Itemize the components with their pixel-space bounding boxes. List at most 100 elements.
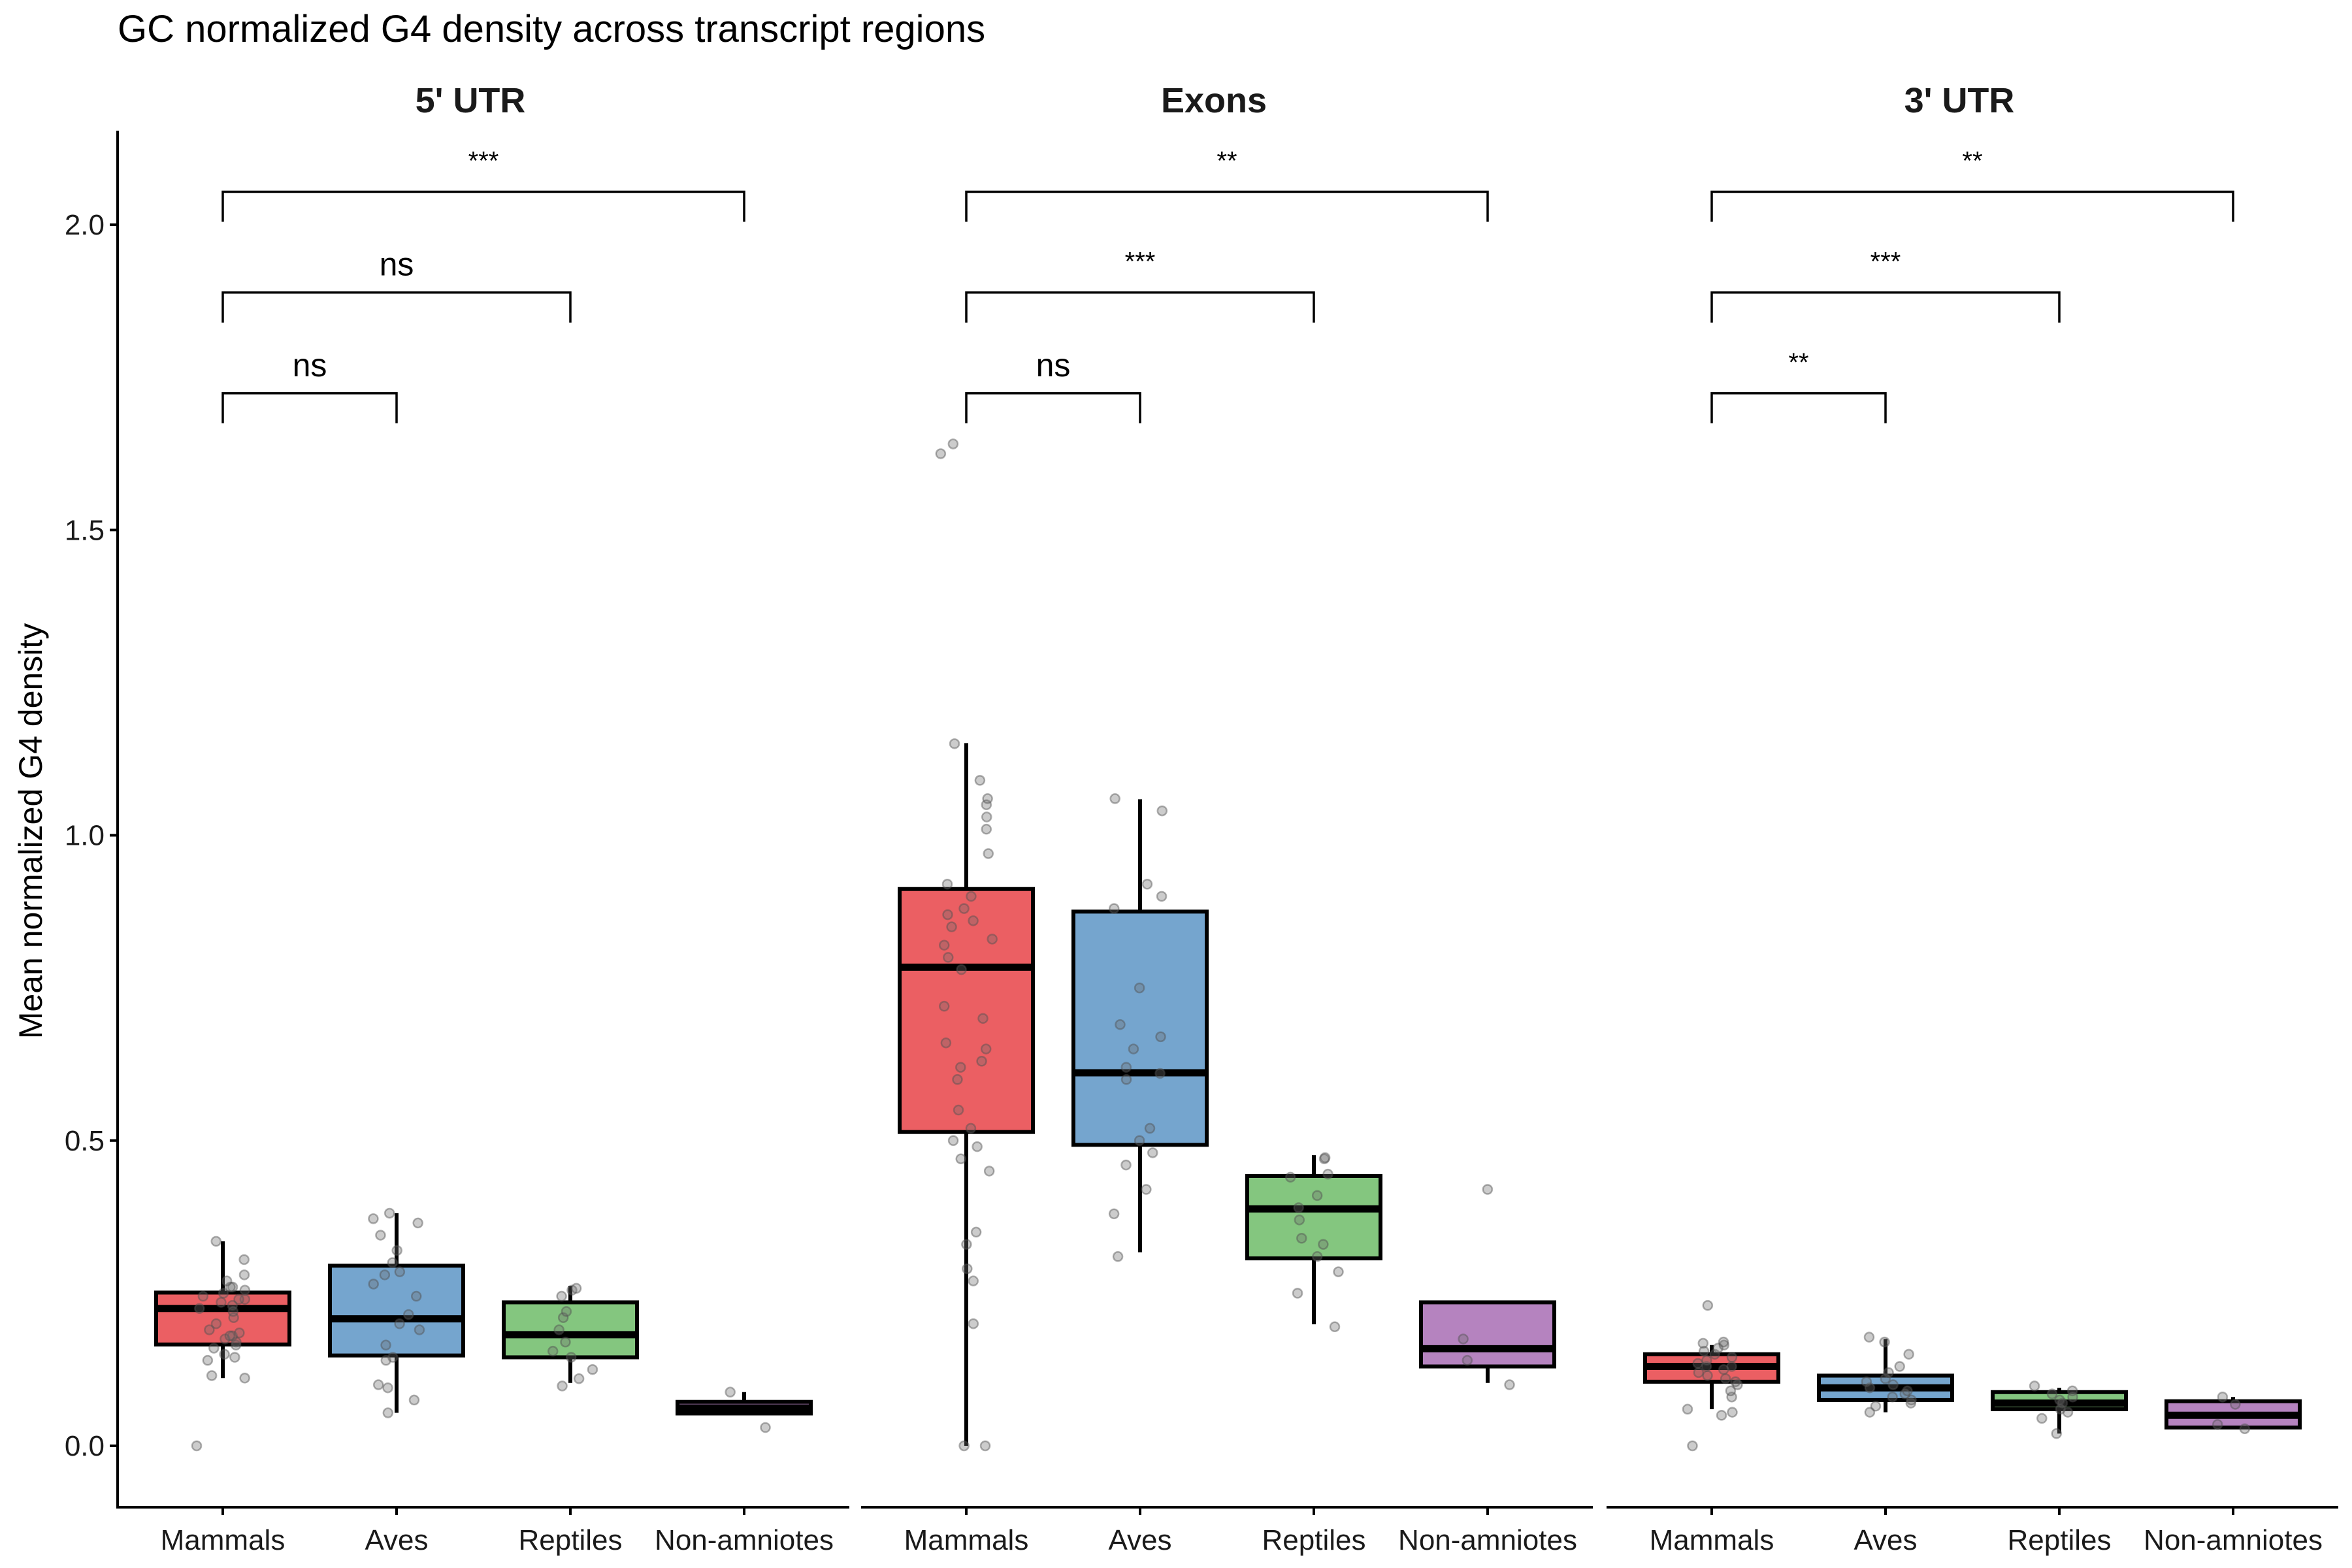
data-point	[981, 811, 992, 823]
data-point	[974, 775, 986, 786]
data-point	[977, 1013, 988, 1024]
significance-label: **	[1962, 147, 1982, 176]
data-point	[1147, 1147, 1158, 1158]
x-tick-label: Mammals	[904, 1524, 1029, 1556]
x-tick-label: Reptiles	[2008, 1524, 2112, 1556]
box-iqr	[1419, 1300, 1556, 1369]
data-point	[935, 448, 947, 459]
data-point	[1482, 1184, 1494, 1195]
data-point	[1293, 1202, 1304, 1213]
data-point	[560, 1336, 571, 1348]
data-point	[2029, 1380, 2040, 1392]
data-point	[1697, 1337, 1709, 1349]
data-point	[2066, 1385, 2078, 1397]
data-point	[1311, 1190, 1323, 1201]
data-point	[382, 1382, 393, 1394]
y-tick-label: 0.5	[65, 1125, 105, 1157]
data-point	[947, 1135, 959, 1146]
facet-strip-label: 3' UTR	[1904, 81, 2015, 120]
box-aves	[328, 1207, 465, 1418]
data-point	[1141, 879, 1153, 890]
data-point	[220, 1333, 231, 1345]
data-point	[587, 1364, 598, 1375]
data-point	[952, 1074, 963, 1085]
data-point	[1718, 1364, 1729, 1375]
data-point	[1156, 890, 1168, 902]
data-point	[231, 1336, 242, 1348]
significance-label: ***	[468, 147, 499, 176]
box-reptiles	[1991, 1380, 2128, 1439]
data-point	[227, 1306, 239, 1317]
data-point	[1318, 1239, 1329, 1250]
data-point	[938, 939, 950, 951]
significance-label: ns	[293, 347, 327, 384]
data-point	[221, 1275, 233, 1286]
data-point	[760, 1422, 771, 1433]
significance-bracket	[1710, 291, 2061, 323]
data-point	[233, 1294, 244, 1305]
data-point	[1887, 1379, 1899, 1390]
data-point	[2062, 1407, 2074, 1418]
data-point	[1906, 1394, 1917, 1406]
data-point	[368, 1213, 379, 1224]
data-point	[197, 1290, 209, 1302]
data-point	[1156, 805, 1168, 817]
data-point	[573, 1373, 585, 1384]
data-point	[1726, 1391, 1737, 1403]
data-point	[387, 1257, 398, 1268]
data-point	[968, 1275, 979, 1286]
data-point	[1109, 793, 1120, 804]
data-point	[2067, 1391, 2078, 1403]
data-point	[234, 1327, 245, 1339]
x-tick-label: Non-amniotes	[655, 1524, 834, 1556]
significance-bracket	[221, 291, 572, 323]
data-point	[191, 1440, 203, 1452]
data-point	[391, 1245, 402, 1256]
data-point	[725, 1386, 736, 1398]
data-point	[1108, 903, 1120, 914]
data-point	[1730, 1376, 1741, 1388]
box-iqr	[898, 887, 1035, 1134]
data-point	[1702, 1370, 1713, 1381]
data-point	[1701, 1361, 1712, 1372]
data-point	[1154, 1068, 1166, 1079]
data-point	[1134, 982, 1145, 994]
data-point	[382, 1407, 394, 1418]
data-point	[1701, 1354, 1712, 1366]
data-point	[962, 1263, 973, 1275]
data-point	[1861, 1376, 1872, 1388]
data-point	[955, 1062, 966, 1073]
data-point	[1296, 1233, 1307, 1244]
data-point	[239, 1294, 251, 1305]
data-point	[375, 1230, 386, 1241]
x-tick-label: Aves	[1854, 1524, 1917, 1556]
significance-bracket	[221, 392, 398, 423]
data-point	[981, 823, 992, 835]
data-point	[965, 1122, 977, 1134]
data-point	[987, 934, 998, 945]
data-point	[1687, 1440, 1698, 1452]
data-point	[238, 1254, 250, 1266]
data-point	[970, 1226, 982, 1238]
data-point	[1716, 1410, 1727, 1421]
box-iqr	[154, 1290, 291, 1347]
data-point	[218, 1288, 229, 1299]
box-mammals	[154, 1235, 291, 1452]
data-point	[2054, 1394, 2065, 1406]
data-point	[966, 890, 977, 902]
data-point	[976, 1056, 987, 1067]
data-point	[557, 1312, 569, 1324]
data-point	[230, 1339, 242, 1351]
box-non-amniotes	[676, 1386, 813, 1433]
data-point	[1462, 1354, 1473, 1366]
data-point	[972, 1141, 983, 1152]
data-point	[1458, 1333, 1469, 1345]
data-point	[1692, 1358, 1704, 1369]
data-point	[229, 1352, 240, 1363]
x-tick-label: Reptiles	[1262, 1524, 1366, 1556]
significance-label: ***	[1125, 248, 1156, 276]
data-point	[943, 952, 954, 963]
data-point	[239, 1284, 251, 1296]
